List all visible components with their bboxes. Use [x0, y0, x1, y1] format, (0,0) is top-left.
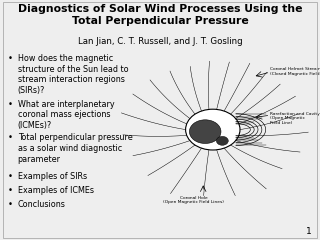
Text: •: • — [8, 200, 13, 209]
Text: Conclusions: Conclusions — [18, 200, 66, 209]
Circle shape — [186, 109, 240, 150]
Text: 1: 1 — [306, 227, 312, 236]
Text: •: • — [8, 100, 13, 109]
Text: How does the magnetic
structure of the Sun lead to
stream interaction regions
(S: How does the magnetic structure of the S… — [18, 54, 128, 95]
Text: •: • — [8, 54, 13, 63]
Text: Lan Jian, C. T. Russell, and J. T. Gosling: Lan Jian, C. T. Russell, and J. T. Gosli… — [78, 37, 242, 46]
Text: Coronal Hole
(Open Magnetic Field Lines): Coronal Hole (Open Magnetic Field Lines) — [163, 196, 224, 204]
Text: What are interplanetary
coronal mass ejections
(ICMEs)?: What are interplanetary coronal mass eje… — [18, 100, 114, 130]
Text: Examples of ICMEs: Examples of ICMEs — [18, 186, 93, 195]
Text: •: • — [8, 186, 13, 195]
Text: •: • — [8, 172, 13, 181]
Text: Rarefaction and Cavity
(Open Magnetic
Field Line): Rarefaction and Cavity (Open Magnetic Fi… — [270, 112, 320, 125]
Text: Coronal Helmet Streamer
(Closed Magnetic Field Lines): Coronal Helmet Streamer (Closed Magnetic… — [270, 67, 320, 76]
Text: Examples of SIRs: Examples of SIRs — [18, 172, 87, 181]
Circle shape — [189, 120, 221, 144]
Circle shape — [216, 136, 228, 145]
Text: Diagnostics of Solar Wind Processes Using the
Total Perpendicular Pressure: Diagnostics of Solar Wind Processes Usin… — [18, 4, 302, 26]
Text: Total perpendicular pressure
as a solar wind diagnostic
parameter: Total perpendicular pressure as a solar … — [18, 133, 132, 164]
Text: •: • — [8, 133, 13, 142]
